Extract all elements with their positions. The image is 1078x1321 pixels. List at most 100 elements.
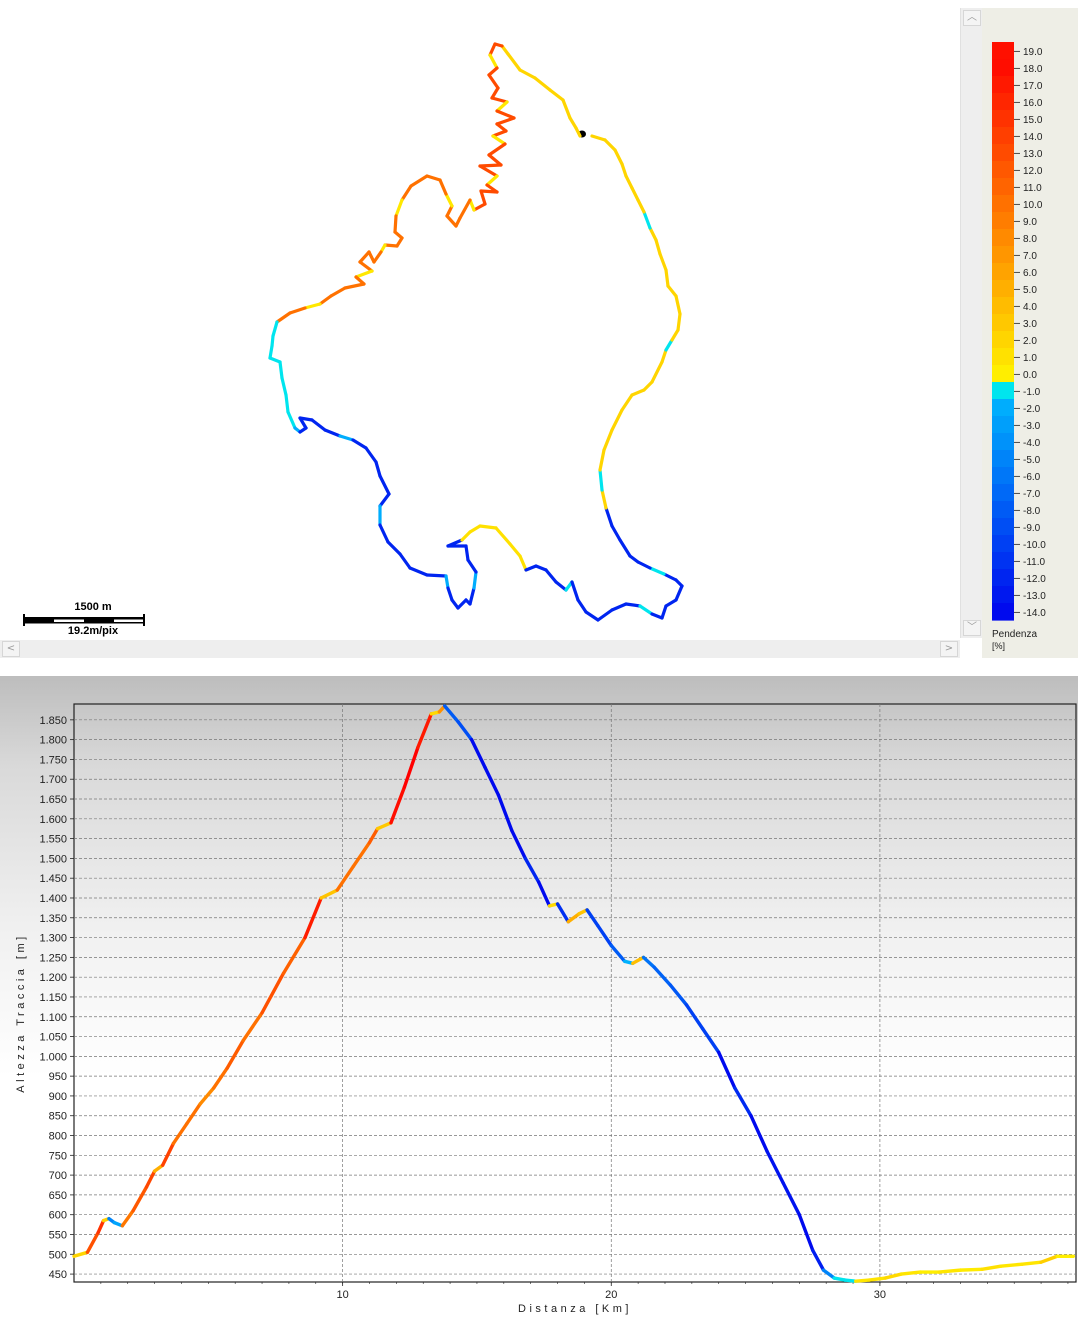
track-segment [544,568,558,584]
track-segment [393,214,398,234]
track-segment [487,142,507,157]
legend-tick-label: -12.0 [1023,574,1046,585]
track-segment [604,506,614,528]
legend-swatch [992,433,1014,451]
series-segment [641,955,656,969]
series-segment [854,1278,871,1283]
series-segment [144,1169,157,1189]
track-segment [472,202,487,212]
track-segment [602,428,614,452]
scroll-up-button[interactable]: ︿ [963,10,981,26]
map-vertical-scrollbar[interactable]: ︿ ﹀ [960,8,983,638]
track-segment [458,198,472,220]
track-segment [378,474,391,496]
track-segment [674,584,684,602]
legend-swatch [992,297,1014,315]
track-segment [610,524,622,542]
track-map-panel[interactable]: 1500 m 19.2m/pix ︿ ﹀ < > 19.0 18.0 17.0 16.… [0,0,1078,658]
legend-tick-label: 1.0 [1023,353,1037,364]
track-segment [491,134,507,146]
legend-swatch [992,501,1014,519]
series-segment [1039,1254,1059,1264]
track-segment [468,586,476,606]
slope-legend-scale: 19.0 18.0 17.0 16.0 15.0 14.0 13.0 12.0 11.0 10.0… [992,42,1046,621]
series-segment [225,1038,245,1070]
legend-swatch [992,348,1014,366]
track-segment [491,129,508,138]
legend-swatch [992,518,1014,536]
track-segment [590,134,607,142]
slope-legend: 19.0 18.0 17.0 16.0 15.0 14.0 13.0 12.0 11.0 10.0… [982,8,1078,658]
y-tick-label: 1.250 [39,952,67,964]
y-tick-label: 1.150 [39,992,67,1004]
track-segment [618,538,632,558]
scale-bar-graphic [23,614,145,626]
track-segment [445,214,458,228]
legend-tick-label: 10.0 [1023,200,1043,211]
scroll-left-button[interactable]: < [2,641,20,657]
y-tick-label: 550 [49,1229,67,1241]
series-segment [160,1141,176,1167]
series-segment [260,971,286,1015]
series-segment [980,1264,1003,1272]
legend-swatch [992,603,1014,621]
series-segment [85,1230,100,1255]
track-segment [610,602,628,612]
track-segment [323,428,342,438]
track-segment [372,250,383,264]
series-segment [443,704,460,724]
track-segment [446,538,464,548]
legend-tick-label: 17.0 [1023,81,1043,92]
track-segment [660,348,668,364]
series-segment [72,1250,90,1258]
series-segment [389,785,407,825]
y-tick-label: 900 [49,1091,67,1103]
legend-swatch [992,59,1014,77]
track-segment [620,393,634,412]
track-segment [487,73,500,90]
legend-swatch [992,535,1014,553]
track-map[interactable] [0,0,960,640]
series-segment [402,745,420,789]
track-segment [478,163,503,168]
scroll-down-button[interactable]: ﹀ [963,620,981,636]
track-segment [468,524,482,534]
legend-swatch [992,127,1014,145]
track-segment [383,243,399,248]
track-segment [518,554,528,572]
series-segment [185,1102,202,1126]
track-segment [278,360,284,380]
y-tick-label: 1.400 [39,893,67,905]
series-segment [211,1066,229,1090]
series-segment [351,840,372,869]
legend-tick-label: -5.0 [1023,455,1041,466]
track-segment [642,210,652,230]
track-segment [329,286,347,298]
y-tick-label: 1.500 [39,853,67,865]
track-segment [367,250,376,264]
series-segment [523,856,541,884]
track-segment [364,446,378,464]
track-segment [584,610,600,622]
track-segment [495,109,516,120]
y-tick-label: 1.650 [39,794,67,806]
series-segment [555,902,570,924]
y-tick-label: 1.050 [39,1032,67,1044]
legend-tick-label: 0.0 [1023,370,1037,381]
legend-swatch [992,365,1014,383]
track-segment [398,552,412,570]
scroll-right-button[interactable]: > [940,641,958,657]
y-tick-label: 650 [49,1190,67,1202]
track-segment [446,586,454,602]
legend-tick-label: -8.0 [1023,506,1041,517]
track-segment [358,260,374,273]
track-segment [460,530,472,542]
map-horizontal-scrollbar[interactable]: < > [0,640,960,658]
legend-tick-label: 19.0 [1023,47,1043,58]
track-segment [674,294,682,316]
x-tick-label: 10 [337,1289,349,1301]
track-segment [408,566,429,577]
track-segment [358,250,371,264]
legend-tick-label: 3.0 [1023,319,1037,330]
y-tick-label: 1.100 [39,1012,67,1024]
